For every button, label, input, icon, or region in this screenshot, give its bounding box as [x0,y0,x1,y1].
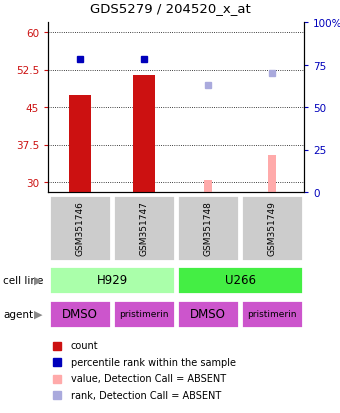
Bar [177,196,239,261]
Text: GSM351748: GSM351748 [204,201,212,256]
Bar [241,300,303,329]
Text: GSM351747: GSM351747 [139,201,149,256]
Bar [113,300,175,329]
Text: rank, Detection Call = ABSENT: rank, Detection Call = ABSENT [71,390,221,400]
Bar [49,196,111,261]
Bar [133,75,155,192]
Bar [177,266,303,295]
Text: H929: H929 [96,274,128,287]
Bar [241,196,303,261]
Text: agent: agent [3,309,34,319]
Text: value, Detection Call = ABSENT: value, Detection Call = ABSENT [71,374,226,384]
Bar [49,300,111,329]
Bar [177,300,239,329]
Text: percentile rank within the sample: percentile rank within the sample [71,357,236,367]
Bar [69,95,91,192]
Text: pristimerin: pristimerin [119,310,169,319]
Text: ▶: ▶ [34,275,42,285]
Text: U266: U266 [224,274,255,287]
Text: GSM351746: GSM351746 [75,201,85,256]
Text: count: count [71,341,99,351]
Bar [204,180,212,192]
Text: ▶: ▶ [34,309,42,319]
Bar [268,155,276,192]
Text: DMSO: DMSO [62,308,98,321]
Bar [49,266,175,295]
Text: DMSO: DMSO [190,308,226,321]
Text: cell line: cell line [3,275,44,285]
Text: GDS5279 / 204520_x_at: GDS5279 / 204520_x_at [90,2,250,15]
Text: GSM351749: GSM351749 [268,201,276,256]
Bar [113,196,175,261]
Text: pristimerin: pristimerin [247,310,297,319]
